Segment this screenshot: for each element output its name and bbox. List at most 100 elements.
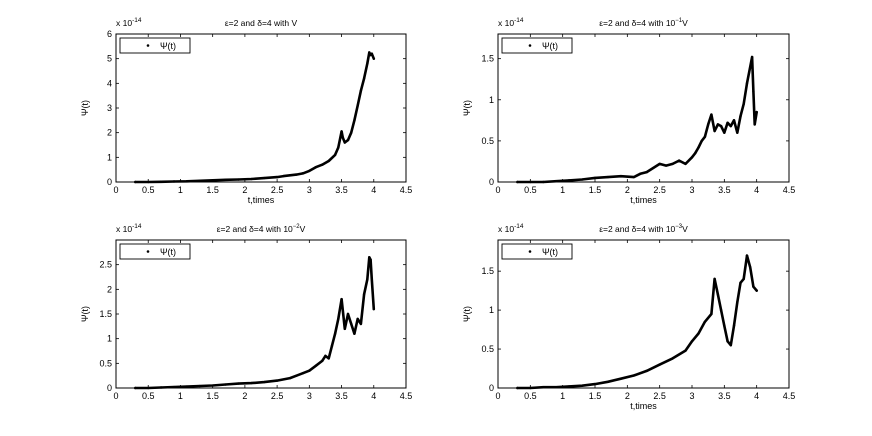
data-point: [652, 166, 655, 170]
data-point: [723, 324, 726, 327]
x-tick-label: 1.5: [589, 185, 602, 195]
y-multiplier: x 10-14: [498, 223, 524, 234]
title-tail: V: [300, 224, 306, 234]
data-point: [134, 386, 137, 390]
x-tick-label: 3.5: [335, 391, 348, 401]
data-point: [671, 162, 674, 166]
legend-box: [501, 243, 573, 260]
data-point: [516, 180, 519, 184]
data-point: [172, 385, 176, 389]
data-point: [723, 131, 726, 134]
data-point: [516, 386, 519, 390]
data-point: [697, 332, 700, 335]
y-multiplier-exponent: -14: [132, 223, 142, 230]
x-tick-label: 4.5: [400, 391, 413, 401]
y-multiplier-base: x 10: [116, 224, 132, 234]
data-point: [677, 159, 681, 162]
y-tick-label: 2: [107, 128, 112, 138]
data-point: [368, 256, 371, 259]
y-tick-label: 1: [107, 152, 112, 162]
data-point: [619, 175, 623, 178]
legend-label: Ψ(t): [542, 247, 558, 257]
data-point: [671, 357, 674, 360]
legend-marker: [528, 250, 532, 253]
legend-box: [119, 37, 191, 54]
data-point: [658, 162, 661, 166]
data-point: [198, 179, 201, 182]
data-point: [593, 382, 597, 386]
title-main: ε=2 and δ=4 with V: [225, 18, 298, 28]
y-multiplier-base: x 10: [498, 18, 514, 28]
data-point: [353, 332, 356, 335]
data-point: [369, 258, 372, 261]
data-point: [750, 55, 754, 59]
data-point: [368, 51, 371, 54]
data-point: [314, 166, 317, 169]
data-point: [372, 307, 375, 311]
data-point: [321, 163, 324, 166]
data-point: [755, 289, 758, 292]
data-point: [713, 129, 716, 133]
legend-label: Ψ(t): [160, 41, 176, 51]
data-point: [716, 123, 720, 126]
legend-box: [119, 243, 191, 260]
data-point: [263, 380, 266, 384]
series-line: [516, 254, 758, 390]
x-tick-label: 1: [178, 185, 183, 195]
y-multiplier: x 10-14: [498, 17, 524, 28]
data-point: [593, 176, 597, 180]
data-point: [172, 180, 176, 183]
data-point: [664, 164, 668, 167]
data-point: [198, 384, 201, 388]
data-point: [321, 359, 324, 363]
data-point: [753, 123, 756, 126]
data-point: [301, 172, 305, 175]
data-point: [726, 340, 729, 343]
y-tick-label: 1.5: [481, 54, 494, 64]
y-tick-label: 2.5: [99, 260, 112, 270]
x-tick-label: 2.5: [271, 185, 284, 195]
title-tail: V: [682, 18, 688, 28]
x-tick-label: 3: [307, 185, 312, 195]
data-point: [211, 384, 214, 387]
data-point: [330, 344, 334, 348]
data-point: [350, 322, 353, 326]
data-point: [327, 159, 330, 163]
x-tick-label: 1: [560, 391, 565, 401]
data-point: [185, 180, 189, 183]
data-point: [237, 178, 240, 181]
y-tick-label: 2: [107, 284, 112, 294]
data-point: [250, 381, 253, 385]
data-point: [555, 179, 558, 183]
data-point: [606, 175, 610, 179]
data-point: [275, 379, 279, 382]
data-point: [694, 152, 697, 155]
data-point: [224, 383, 227, 386]
data-point: [282, 174, 285, 178]
data-point: [343, 327, 346, 330]
data-point: [706, 123, 710, 126]
x-tick-label: 0.5: [142, 391, 155, 401]
x-tick-label: 0: [113, 185, 118, 195]
data-point: [542, 386, 545, 389]
data-point: [341, 136, 345, 139]
data-point: [719, 124, 723, 128]
data-point: [250, 177, 253, 181]
data-point: [359, 89, 363, 92]
x-tick-label: 4.5: [400, 185, 413, 195]
x-tick-label: 1: [178, 391, 183, 401]
data-point: [606, 380, 610, 383]
data-point: [362, 293, 366, 296]
data-point: [703, 135, 707, 138]
data-point: [749, 266, 752, 269]
chart-title: ε=2 and δ=4 with V: [225, 18, 298, 28]
data-point: [632, 374, 635, 377]
title-main: ε=2 and δ=4 with 10: [599, 18, 675, 28]
data-point: [327, 357, 330, 360]
data-point: [703, 320, 707, 323]
data-point: [359, 322, 363, 326]
x-tick-label: 3: [689, 185, 694, 195]
y-tick-label: 1.5: [99, 309, 112, 319]
data-point: [333, 153, 337, 157]
data-point: [739, 115, 742, 118]
